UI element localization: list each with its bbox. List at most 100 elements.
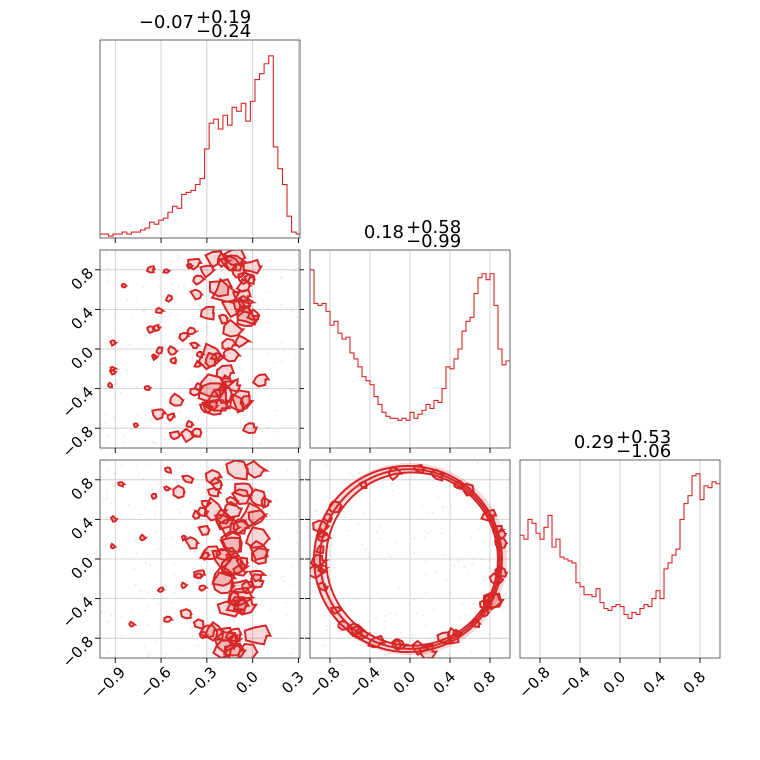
x-tick-label: −0.4 — [345, 663, 383, 701]
scatter-point — [409, 483, 412, 486]
density-contour — [206, 487, 223, 498]
scatter-point — [447, 653, 450, 656]
scatter-point — [395, 542, 397, 545]
density-contour — [222, 318, 246, 338]
x-tick-label: −0.3 — [182, 663, 220, 701]
scatter-point — [479, 558, 482, 561]
scatter-point — [152, 441, 154, 444]
scatter-point — [389, 555, 392, 558]
scatter-point — [411, 473, 414, 476]
scatter-point — [197, 418, 199, 421]
scatter-point — [348, 529, 350, 532]
density-contour — [179, 608, 193, 620]
ring-contour — [313, 464, 503, 654]
x-tick-label: −0.9 — [90, 663, 128, 701]
scatter-point — [384, 614, 387, 617]
density-contour — [242, 422, 259, 435]
density-contour-fill — [244, 274, 255, 284]
scatter-point — [107, 470, 110, 473]
scatter-point — [177, 508, 180, 511]
x-tick-label: 0.8 — [680, 668, 710, 698]
scatter-point — [157, 483, 160, 486]
panel-title-diag-3: 0.29 +0.53−1.06 — [574, 427, 671, 462]
scatter-point — [488, 560, 491, 562]
density-contour — [166, 412, 176, 422]
scatter-point — [155, 442, 158, 445]
ring-blob — [391, 637, 404, 651]
title-sub: −0.99 — [406, 231, 461, 252]
density-contour — [242, 258, 264, 275]
outlier-contour — [180, 581, 189, 590]
density-contour — [169, 392, 185, 407]
contours-corner-31 — [100, 460, 300, 658]
density-contour — [155, 306, 167, 314]
scatter-point — [268, 291, 271, 294]
scatter-point — [217, 580, 220, 583]
ring-blob — [310, 563, 330, 580]
scatter-point — [463, 566, 466, 568]
scatter-point — [157, 547, 160, 550]
density-contour — [155, 346, 164, 355]
scatter-point — [147, 655, 150, 658]
scatter-point — [420, 505, 423, 508]
density-contour — [198, 373, 228, 398]
scatter-point — [147, 623, 150, 626]
scatter-point — [156, 423, 159, 426]
scatter-point — [470, 536, 473, 539]
scatter-point — [254, 386, 257, 389]
density-contour — [204, 351, 220, 368]
density-contour — [229, 393, 246, 413]
density-contour-fill — [237, 311, 256, 326]
density-contour-fill — [220, 537, 241, 555]
scatter-point — [142, 310, 145, 313]
outlier-contour — [109, 542, 118, 550]
y-tick-label: 0.8 — [67, 474, 97, 504]
density-contour — [199, 305, 215, 321]
scatter-point — [375, 617, 378, 620]
scatter-point — [169, 260, 172, 263]
density-contour — [163, 615, 175, 623]
scatter-point — [156, 602, 159, 605]
scatter-point — [135, 463, 138, 466]
density-contour — [197, 524, 211, 536]
ring-blob — [315, 544, 325, 554]
ring-blob-fill — [495, 538, 507, 548]
scatter-point — [248, 539, 251, 542]
scatter-point — [357, 522, 360, 525]
scatter-point — [158, 285, 160, 287]
scatter-point — [357, 481, 360, 484]
scatter-point — [157, 321, 160, 324]
scatter-point — [499, 606, 502, 609]
density-contour — [222, 346, 243, 363]
scatter-point — [314, 510, 317, 512]
scatter-point — [288, 630, 291, 633]
scatter-point — [389, 612, 392, 614]
scatter-point — [290, 564, 293, 567]
panel-frame-diag-1 — [99, 39, 301, 239]
scatter-point — [135, 403, 137, 406]
scatter-point — [177, 256, 180, 259]
density-contour-fill — [246, 527, 270, 548]
scatter-point — [179, 385, 182, 388]
scatter-point — [275, 499, 278, 502]
scatter-point — [274, 409, 277, 412]
ring-blob-fill — [317, 582, 328, 591]
density-contour-fill — [223, 502, 242, 518]
scatter-point — [199, 441, 202, 444]
scatter-point — [129, 343, 131, 346]
ring-blob — [323, 512, 334, 524]
scatter-point — [269, 574, 272, 576]
ring-blob — [328, 500, 345, 514]
ring-blob-fill — [461, 483, 474, 496]
scatter-point — [106, 493, 109, 496]
scatter-point — [247, 266, 250, 269]
scatter-point — [239, 422, 242, 425]
scatter-point — [221, 467, 224, 470]
scatter-point — [374, 499, 377, 502]
scatter-point — [450, 513, 453, 516]
ring-blob — [354, 626, 372, 641]
scatter-point — [466, 480, 469, 483]
scatter-point — [120, 615, 123, 618]
panel-title-diag-1: −0.07 +0.19−0.24 — [139, 7, 251, 42]
x-tick-label: −0.4 — [555, 663, 593, 701]
